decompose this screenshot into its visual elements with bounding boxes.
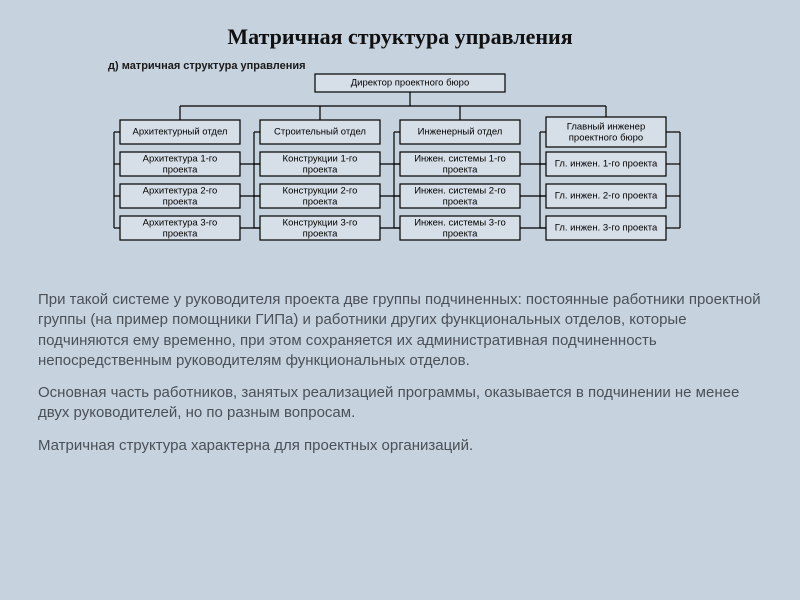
svg-text:Архитектура 3-го: Архитектура 3-го bbox=[143, 218, 218, 229]
svg-text:проекта: проекта bbox=[443, 197, 479, 208]
svg-text:Директор проектного бюро: Директор проектного бюро bbox=[351, 78, 469, 89]
paragraph-3: Матричная структура характерна для проек… bbox=[38, 436, 762, 456]
svg-text:Инжен. системы 3-го: Инжен. системы 3-го bbox=[414, 218, 506, 229]
svg-text:проекта: проекта bbox=[303, 229, 339, 240]
svg-text:Инжен. системы 1-го: Инжен. системы 1-го bbox=[414, 154, 506, 165]
svg-text:Конструкции 3-го: Конструкции 3-го bbox=[283, 218, 358, 229]
svg-text:Инженерный отдел: Инженерный отдел bbox=[418, 127, 503, 138]
page-title: Матричная структура управления bbox=[38, 24, 762, 50]
svg-text:проекта: проекта bbox=[163, 229, 199, 240]
chart-subtitle: д) матричная структура управления bbox=[108, 60, 762, 72]
svg-text:проекта: проекта bbox=[303, 165, 339, 176]
paragraph-2: Основная часть работников, занятых реали… bbox=[38, 383, 762, 424]
svg-text:Архитектурный отдел: Архитектурный отдел bbox=[133, 127, 228, 138]
svg-text:проекта: проекта bbox=[163, 197, 199, 208]
svg-text:проекта: проекта bbox=[163, 165, 199, 176]
svg-text:Архитектура 1-го: Архитектура 1-го bbox=[143, 154, 218, 165]
svg-text:Архитектура 2-го: Архитектура 2-го bbox=[143, 186, 218, 197]
svg-text:Главный инженер: Главный инженер bbox=[567, 122, 646, 133]
svg-text:Гл. инжен. 2-го проекта: Гл. инжен. 2-го проекта bbox=[555, 191, 658, 202]
svg-text:проекта: проекта bbox=[303, 197, 339, 208]
svg-text:проекта: проекта bbox=[443, 165, 479, 176]
org-chart: Директор проектного бюро Архитектурный от… bbox=[100, 72, 700, 272]
paragraph-1: При такой системе у руководителя проекта… bbox=[38, 290, 762, 371]
svg-text:Гл. инжен. 1-го проекта: Гл. инжен. 1-го проекта bbox=[555, 159, 658, 170]
svg-text:Инжен. системы 2-го: Инжен. системы 2-го bbox=[414, 186, 506, 197]
svg-text:Гл. инжен. 3-го проекта: Гл. инжен. 3-го проекта bbox=[555, 223, 658, 234]
svg-text:Конструкции 2-го: Конструкции 2-го bbox=[283, 186, 358, 197]
svg-text:Строительный отдел: Строительный отдел bbox=[274, 127, 366, 138]
svg-text:проекта: проекта bbox=[443, 229, 479, 240]
svg-text:проектного бюро: проектного бюро bbox=[569, 133, 643, 144]
svg-text:Конструкции 1-го: Конструкции 1-го bbox=[283, 154, 358, 165]
